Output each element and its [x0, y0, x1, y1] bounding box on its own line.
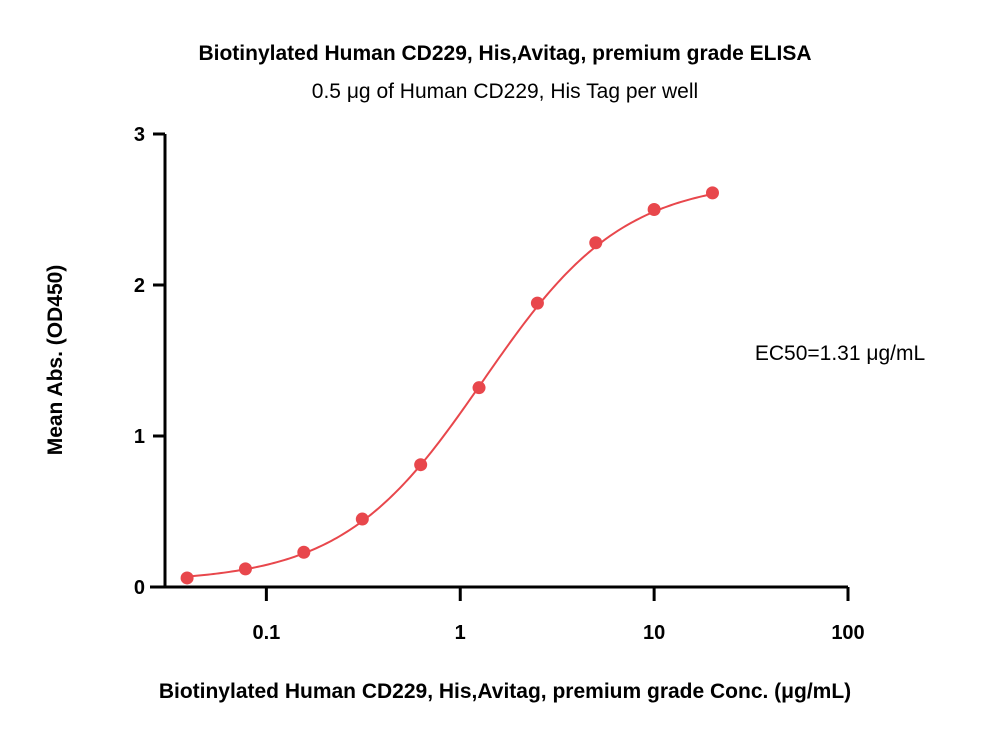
- data-point: [472, 381, 486, 395]
- chart-title: Biotinylated Human CD229, His,Avitag, pr…: [198, 42, 811, 65]
- data-point: [180, 571, 194, 585]
- ticks: 0 1 2 3 0.1 1 10 100: [134, 124, 865, 644]
- chart-subtitle: 0.5 μg of Human CD229, His Tag per well: [312, 80, 698, 103]
- fit-curve-layer: [187, 193, 713, 578]
- data-point: [647, 203, 661, 216]
- x-tick-label: 100: [831, 622, 864, 644]
- y-tick-label: 0: [134, 577, 145, 599]
- y-tick-label: 1: [134, 426, 145, 448]
- fit-curve: [187, 193, 713, 578]
- data-point: [705, 186, 719, 200]
- y-tick-label: 3: [134, 124, 145, 146]
- data-point: [589, 236, 603, 250]
- data-point: [238, 562, 252, 576]
- x-tick-label: 10: [643, 622, 665, 644]
- x-axis-label: Biotinylated Human CD229, His,Avitag, pr…: [159, 680, 851, 703]
- y-tick-label: 2: [134, 275, 145, 297]
- data-point: [414, 458, 428, 472]
- data-point: [355, 512, 369, 526]
- x-tick-label: 0.1: [252, 622, 280, 644]
- data-point: [297, 545, 311, 559]
- y-axis-label: Mean Abs. (OD450): [44, 265, 67, 456]
- axes: [150, 134, 848, 589]
- x-tick-label: 1: [455, 622, 466, 644]
- data-point: [530, 296, 544, 310]
- ec50-annotation: EC50=1.31 μg/mL: [755, 342, 925, 365]
- data-points-layer: [180, 186, 719, 585]
